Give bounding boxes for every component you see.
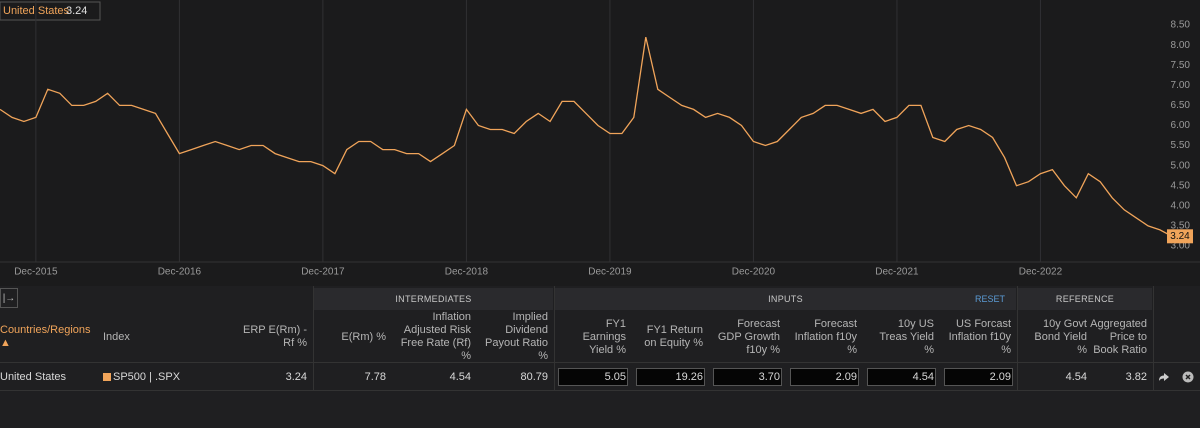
- column-header: Implied Dividend Payout Ratio %: [485, 311, 548, 362]
- y-tick-label: 8.00: [1171, 40, 1191, 51]
- cell-value: 3.24: [285, 371, 307, 383]
- divider: [313, 286, 314, 390]
- index-swatch: [103, 373, 111, 381]
- x-tick-label: Dec-2022: [1019, 267, 1063, 278]
- column-header[interactable]: Countries/Regions ▲: [0, 324, 91, 349]
- y-tick-label: 6.00: [1171, 120, 1191, 131]
- cell-value: 7.78: [364, 371, 386, 383]
- column-header: 10y US Treas Yield %: [879, 317, 934, 356]
- group-header: INPUTS: [555, 288, 1016, 310]
- group-header: REFERENCE: [1018, 288, 1152, 310]
- y-tick-label: 6.50: [1171, 100, 1191, 111]
- revert-icon[interactable]: [1159, 373, 1169, 381]
- y-tick-label: 4.50: [1171, 180, 1191, 191]
- x-tick-label: Dec-2021: [875, 267, 919, 278]
- divider: [1017, 286, 1018, 390]
- remove-cross: [1185, 374, 1191, 380]
- x-tick-label: Dec-2017: [301, 267, 345, 278]
- last-value-label: 3.24: [1170, 231, 1190, 242]
- column-header: FY1 Earnings Yield %: [582, 317, 626, 356]
- y-tick-label: 5.00: [1171, 160, 1191, 171]
- column-header: FY1 Return on Equity %: [644, 324, 703, 349]
- input-box[interactable]: [790, 368, 859, 386]
- row-divider: [0, 390, 1200, 391]
- y-tick-label: 5.50: [1171, 140, 1191, 151]
- action-icons: [1159, 371, 1194, 383]
- input-value[interactable]: 4.54: [912, 371, 934, 383]
- x-tick-label: Dec-2016: [158, 267, 202, 278]
- column-header: US Forcast Inflation f10y %: [948, 317, 1011, 356]
- input-box[interactable]: [944, 368, 1013, 386]
- column-header: Aggregated Price to Book Ratio: [1090, 317, 1147, 356]
- chart: United States 3.24 Dec-2015 Dec-2016 Dec-2…: [0, 0, 1200, 278]
- reset-button[interactable]: RESET: [975, 294, 1006, 304]
- divider: [554, 286, 555, 390]
- input-box[interactable]: [713, 368, 782, 386]
- y-tick-label: 3.00: [1171, 241, 1191, 252]
- x-tick-label: Dec-2020: [732, 267, 776, 278]
- column-header: Index: [103, 330, 130, 343]
- cell-value: 3.82: [1125, 371, 1147, 383]
- cell-value: SP500 | .SPX: [113, 371, 181, 383]
- cell-value: 4.54: [449, 371, 471, 383]
- legend-box: [0, 1, 101, 21]
- last-value-badge: [1167, 229, 1193, 244]
- data-table: |→ INTERMEDIATES INPUTS REFERENCE RESET Coun…: [0, 286, 1200, 428]
- y-tick-label: 7.50: [1171, 60, 1191, 71]
- input-value[interactable]: 3.70: [758, 371, 780, 383]
- input-value[interactable]: 2.09: [989, 371, 1011, 383]
- x-tick-label: Dec-2019: [588, 267, 632, 278]
- column-header: E(Rm) %: [341, 330, 386, 343]
- column-header: 10y Govt Bond Yield %: [1034, 317, 1087, 356]
- y-tick-label: 4.00: [1171, 200, 1191, 211]
- input-box[interactable]: [636, 368, 705, 386]
- input-box[interactable]: [867, 368, 936, 386]
- column-header: ERP E(Rm) - Rf %: [243, 324, 307, 349]
- group-header: INTERMEDIATES: [314, 288, 553, 310]
- input-value[interactable]: 2.09: [835, 371, 857, 383]
- x-tick-label: Dec-2015: [14, 267, 58, 278]
- column-header: Forecast Inflation f10y %: [794, 317, 857, 356]
- divider: [1153, 286, 1154, 390]
- cell-value: 4.54: [1065, 371, 1087, 383]
- y-tick-label: 7.00: [1171, 80, 1191, 91]
- column-header: Inflation Adjusted Risk Free Rate (Rf) %: [400, 311, 471, 362]
- legend-value: 3.24: [66, 5, 87, 17]
- expand-button[interactable]: |→: [0, 288, 18, 308]
- row-divider: [0, 362, 1200, 363]
- row-actions: [1155, 369, 1199, 385]
- x-tick-label: Dec-2018: [445, 267, 489, 278]
- y-tick-label: 8.50: [1171, 20, 1191, 31]
- cell-value: 80.79: [520, 371, 548, 383]
- line-series: [0, 36, 1173, 237]
- input-value[interactable]: 5.05: [604, 371, 626, 383]
- cell-value: United States: [0, 371, 67, 383]
- input-box[interactable]: [558, 368, 628, 386]
- input-value[interactable]: 19.26: [675, 371, 703, 383]
- column-header: Forecast GDP Growth f10y %: [717, 317, 780, 356]
- y-tick-label: 3.50: [1171, 221, 1191, 232]
